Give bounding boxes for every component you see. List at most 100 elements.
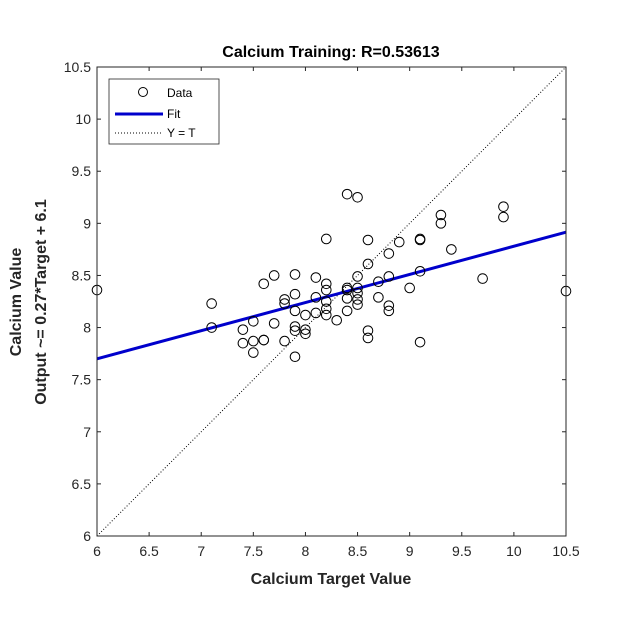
- data-point: [498, 201, 509, 212]
- data-point: [341, 188, 353, 200]
- y-tick-label: 7.5: [72, 372, 92, 388]
- x-tick-label: 6.5: [139, 543, 159, 559]
- data-point: [341, 284, 353, 296]
- data-point: [352, 299, 363, 310]
- x-tick-label: 10: [506, 543, 522, 559]
- data-point: [352, 191, 363, 203]
- data-point: [206, 298, 217, 309]
- data-point: [279, 298, 290, 309]
- x-tick-label: 10.5: [552, 543, 579, 559]
- y-tick-label: 9: [83, 215, 91, 231]
- data-point: [300, 309, 311, 321]
- data-point: [300, 328, 311, 340]
- y-tick-label: 6: [83, 528, 91, 544]
- data-point: [237, 337, 249, 349]
- data-point: [289, 269, 301, 280]
- legend-entry-data: Data: [167, 86, 193, 100]
- data-point: [383, 248, 395, 259]
- y-tick-label: 10: [75, 111, 91, 127]
- data-point: [320, 296, 332, 307]
- data-point: [477, 273, 488, 284]
- data-point: [331, 314, 343, 326]
- data-point: [289, 351, 301, 363]
- data-point: [320, 278, 332, 290]
- data-point: [362, 325, 374, 336]
- x-tick-label: 6: [93, 543, 101, 559]
- x-tick-label: 8: [302, 543, 310, 559]
- data-point: [373, 292, 384, 303]
- data-point: [258, 334, 270, 346]
- data-point: [352, 282, 363, 294]
- data-point: [383, 271, 395, 282]
- x-tick-label: 7: [197, 543, 205, 559]
- data-point: [310, 292, 322, 303]
- data-point: [404, 282, 415, 294]
- data-point: [446, 244, 457, 255]
- data-point: [341, 293, 353, 304]
- plot-area: [91, 66, 572, 537]
- data-point: [393, 236, 405, 248]
- data-point: [206, 322, 217, 333]
- axes-box: [96, 66, 567, 537]
- legend-entry-identity: Y = T: [167, 126, 196, 140]
- y-axis-label-line1: Calcium Value: [8, 248, 25, 357]
- data-point: [289, 325, 301, 336]
- data-point: [414, 265, 426, 277]
- data-point: [268, 318, 280, 329]
- x-tick-label: 7.5: [244, 543, 264, 559]
- data-point: [320, 309, 332, 321]
- data-point: [362, 258, 374, 270]
- data-point: [352, 271, 363, 282]
- data-point: [362, 234, 374, 246]
- data-point: [373, 276, 384, 287]
- data-point: [320, 284, 332, 296]
- legend-box: [108, 78, 220, 145]
- data-point: [352, 287, 363, 299]
- y-tick-label: 7: [83, 424, 91, 440]
- data-point: [341, 305, 353, 317]
- data-point: [248, 335, 259, 347]
- data-point: [383, 305, 395, 317]
- y-tick-label: 6.5: [72, 476, 92, 492]
- data-point: [289, 288, 301, 300]
- data-point: [248, 316, 259, 327]
- x-tick-label: 9: [406, 543, 414, 559]
- identity-line: [96, 66, 567, 537]
- data-point: [279, 335, 290, 347]
- x-tick-label: 9.5: [452, 543, 472, 559]
- data-point: [383, 300, 395, 311]
- data-point: [498, 211, 509, 223]
- fit-line: [96, 230, 567, 361]
- tick-labels: 6 6.5 7 7.5 8 8.5 9 9.5 10 10.5 6 6.5 7 7.5 8 8.5 9 9.5 10…: [64, 59, 580, 559]
- data-point: [300, 324, 311, 335]
- data-point: [268, 270, 280, 281]
- y-tick-label: 9.5: [72, 163, 92, 179]
- data-point: [435, 209, 447, 221]
- data-point: [289, 321, 301, 332]
- y-tick-label: 8.5: [72, 267, 92, 283]
- data-point: [320, 303, 332, 315]
- data-point: [414, 336, 426, 348]
- data-point: [352, 294, 363, 305]
- data-point: [289, 305, 301, 317]
- x-axis-label: Calcium Target Value: [251, 571, 412, 588]
- data-point: [237, 324, 249, 335]
- data-point: [310, 272, 322, 283]
- data-point: [310, 307, 322, 319]
- chart-title: Calcium Training: R=0.53613: [222, 44, 440, 61]
- data-point: [279, 294, 290, 305]
- data-point: [248, 347, 259, 358]
- y-tick-label: 8: [83, 320, 91, 336]
- data-point: [320, 233, 332, 245]
- data-point: [258, 278, 270, 290]
- axis-ticks: [96, 66, 567, 537]
- x-tick-label: 8.5: [348, 543, 368, 559]
- y-tick-label: 10.5: [64, 59, 91, 75]
- data-point: [435, 218, 447, 229]
- legend-entry-fit: Fit: [167, 107, 181, 121]
- data-point: [414, 234, 426, 246]
- y-axis-label-line2: Output ~= 0.27*Target + 6.1: [33, 199, 50, 405]
- legend: Data Fit Y = T: [108, 78, 220, 145]
- legend-data-marker: [138, 87, 148, 97]
